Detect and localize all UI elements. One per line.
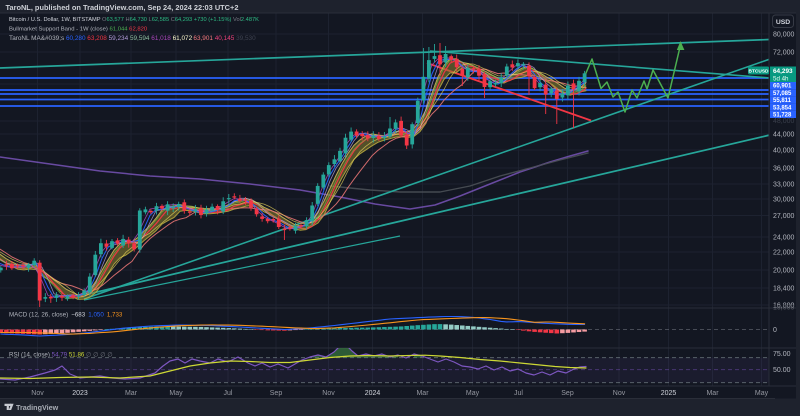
svg-text:2025: 2025 [661, 390, 677, 397]
svg-text:24,000: 24,000 [773, 235, 795, 242]
svg-text:51,728: 51,728 [773, 113, 792, 119]
svg-text:60,901: 60,901 [773, 84, 792, 90]
svg-text:36,000: 36,000 [773, 166, 795, 173]
svg-text:18,400: 18,400 [773, 286, 795, 293]
svg-text:TaroNL MA&#039;s 60,280 63,208: TaroNL MA&#039;s 60,280 63,208 59,234 59… [9, 35, 256, 42]
svg-text:40,000: 40,000 [773, 148, 795, 155]
svg-text:30,000: 30,000 [773, 197, 795, 204]
svg-text:Sep: Sep [270, 390, 283, 397]
svg-text:Nov: Nov [613, 390, 626, 397]
svg-text:TaroNL, published on TradingVi: TaroNL, published on TradingView.com, Se… [6, 3, 239, 12]
svg-text:20,000: 20,000 [773, 268, 795, 275]
svg-text:Nov: Nov [322, 390, 335, 397]
svg-text:64,293: 64,293 [773, 68, 793, 75]
svg-text:Sep: Sep [561, 390, 574, 397]
svg-text:Mar: Mar [706, 390, 719, 397]
svg-text:RSI (14, close) 54.79 51.86 ∅: RSI (14, close) 54.79 51.86 ∅ ∅ ∅ ∅ [9, 352, 113, 359]
svg-text:MACD (12, 26, close) −683 1,05: MACD (12, 26, close) −683 1,050 1,733 [9, 312, 123, 319]
svg-text:Mar: Mar [125, 390, 138, 397]
svg-text:2024: 2024 [365, 390, 381, 397]
svg-text:USD: USD [776, 19, 790, 26]
svg-text:57,085: 57,085 [773, 91, 792, 97]
svg-text:5d 4h: 5d 4h [773, 75, 789, 82]
svg-text:May: May [755, 390, 769, 397]
svg-text:80,000: 80,000 [773, 32, 795, 39]
svg-text:Jul: Jul [514, 390, 523, 397]
svg-text:50.00: 50.00 [773, 367, 791, 374]
svg-text:55,811: 55,811 [773, 98, 792, 104]
svg-text:0: 0 [773, 327, 777, 334]
svg-text:Mar: Mar [416, 390, 429, 397]
svg-text:10,000: 10,000 [773, 305, 795, 312]
svg-text:53,854: 53,854 [773, 105, 792, 111]
svg-text:22,000: 22,000 [773, 250, 795, 257]
svg-text:16,800: 16,800 [773, 303, 795, 310]
svg-text:Nov: Nov [31, 390, 44, 397]
svg-text:75.00: 75.00 [773, 351, 791, 358]
svg-text:48,000: 48,000 [773, 118, 795, 125]
svg-text:May: May [169, 390, 183, 397]
svg-text:2023: 2023 [72, 390, 88, 397]
svg-text:TradingView: TradingView [16, 403, 59, 412]
svg-text:27,000: 27,000 [773, 213, 795, 220]
svg-text:44,000: 44,000 [773, 132, 795, 139]
svg-text:72,000: 72,000 [773, 50, 795, 57]
svg-text:BTCUSD: BTCUSD [749, 69, 770, 75]
svg-text:May: May [466, 390, 480, 397]
svg-text:Bullmarket Support Band - 1W (: Bullmarket Support Band - 1W (close) 61,… [9, 27, 148, 33]
svg-text:Jul: Jul [224, 390, 233, 397]
svg-text:33,000: 33,000 [773, 182, 795, 189]
svg-text:Bitcoin / U.S. Dollar, 1W, BIT: Bitcoin / U.S. Dollar, 1W, BITSTAMP O63,… [9, 17, 259, 23]
